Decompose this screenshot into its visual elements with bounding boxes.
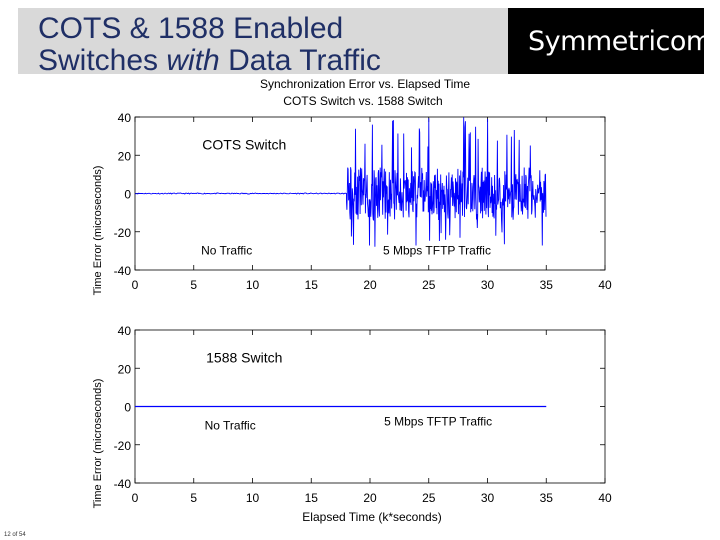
y-tick-label: -20 bbox=[114, 226, 132, 240]
x-tick-label: 35 bbox=[540, 491, 554, 505]
x-tick-label: 20 bbox=[363, 278, 377, 292]
logo-name: Symmetricom bbox=[528, 26, 712, 57]
y-tick-label: 20 bbox=[118, 149, 132, 163]
x-tick-label: 5 bbox=[190, 278, 197, 292]
title-line-2-prefix: Switches bbox=[38, 44, 167, 77]
y-tick-label: -20 bbox=[114, 439, 132, 453]
series-line-cots bbox=[134, 117, 547, 247]
page-number: 12 of 54 bbox=[4, 532, 26, 538]
x-tick-label: 25 bbox=[422, 278, 436, 292]
y-tick-label: -40 bbox=[114, 477, 132, 491]
annotation: 5 Mbps TFTP Traffic bbox=[383, 244, 491, 258]
x-axis-label: Elapsed Time (k*seconds) bbox=[302, 510, 441, 524]
y-axis-label: Time Error (microseconds) bbox=[92, 166, 104, 296]
annotation: No Traffic bbox=[205, 418, 256, 432]
x-tick-label: 0 bbox=[132, 278, 139, 292]
x-tick-label: 30 bbox=[481, 491, 495, 505]
x-tick-label: 25 bbox=[422, 491, 436, 505]
x-tick-label: 0 bbox=[132, 491, 139, 505]
logo-text: Symmetricom® bbox=[528, 26, 720, 57]
y-tick-label: 20 bbox=[118, 362, 132, 376]
logo-trademark: ® bbox=[711, 32, 720, 43]
y-tick-label: 0 bbox=[124, 401, 131, 415]
title-line-1: COTS & 1588 Enabled bbox=[38, 12, 344, 45]
x-tick-label: 20 bbox=[363, 491, 377, 505]
y-tick-label: -40 bbox=[114, 264, 132, 278]
y-tick-label: 0 bbox=[124, 188, 131, 202]
x-tick-label: 15 bbox=[305, 278, 319, 292]
title-line-2: Switches with Data Traffic bbox=[38, 45, 381, 77]
x-tick-label: 30 bbox=[481, 278, 495, 292]
annotation: COTS Switch bbox=[202, 137, 286, 153]
x-tick-label: 10 bbox=[246, 491, 260, 505]
y-axis-label: Time Error (microseconds) bbox=[92, 379, 104, 509]
annotation: 1588 Switch bbox=[206, 350, 282, 366]
title-line-2-suffix: Data Traffic bbox=[219, 44, 381, 77]
x-tick-label: 15 bbox=[305, 491, 319, 505]
x-tick-label: 40 bbox=[598, 491, 612, 505]
symmetricom-logo: Symmetricom® bbox=[508, 8, 720, 74]
chart-title: Synchronization Error vs. Elapsed Time bbox=[260, 77, 470, 91]
y-tick-label: 40 bbox=[118, 324, 132, 338]
x-tick-label: 40 bbox=[598, 278, 612, 292]
title-line-2-italic: with bbox=[166, 44, 220, 77]
annotation: No Traffic bbox=[201, 244, 252, 258]
chart-subtitle: COTS Switch vs. 1588 Switch bbox=[283, 94, 442, 108]
slide-title: COTS & 1588 Enabled Switches with Data T… bbox=[38, 13, 381, 77]
title-bar: COTS & 1588 Enabled Switches with Data T… bbox=[18, 8, 508, 77]
x-tick-label: 35 bbox=[540, 278, 554, 292]
x-tick-label: 5 bbox=[190, 491, 197, 505]
x-tick-label: 10 bbox=[246, 278, 260, 292]
annotation: 5 Mbps TFTP Traffic bbox=[384, 415, 492, 429]
y-tick-label: 40 bbox=[118, 111, 132, 125]
